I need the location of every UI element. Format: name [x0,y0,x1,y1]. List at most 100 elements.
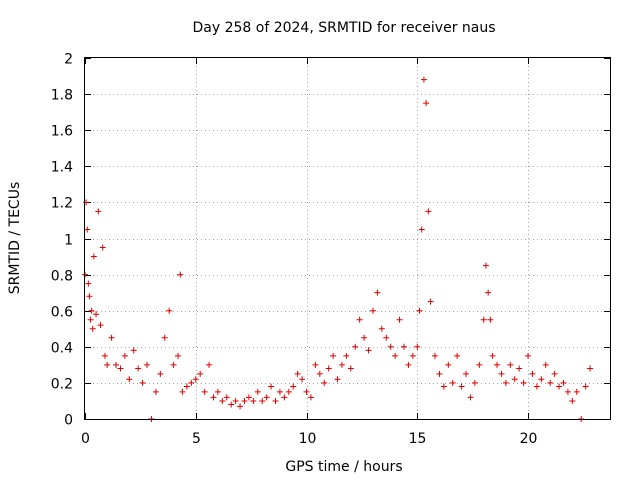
data-point [361,334,368,341]
data-point [272,397,279,404]
x-tick-label: 20 [520,431,538,447]
data-point [582,383,589,390]
data-point [268,383,275,390]
data-point [489,352,496,359]
data-point [440,383,447,390]
data-point [294,370,301,377]
y-axis-label: SRMTID / TECUs [7,182,23,295]
data-point [476,361,483,368]
data-point [454,352,461,359]
data-point [485,289,492,296]
y-tick-label: 2 [64,52,73,68]
data-point [104,361,111,368]
x-tick-label: 5 [192,431,201,447]
data-point [420,76,427,83]
data-point [250,397,257,404]
data-point [334,376,341,383]
data-point [85,280,92,287]
data-point [223,394,230,401]
x-tick-label: 15 [409,431,427,447]
y-tick-label: 0.2 [51,377,73,393]
data-point [117,365,124,372]
data-point [396,316,403,323]
data-point [281,394,288,401]
y-tick-label: 0.8 [51,269,73,285]
data-point [99,244,106,251]
data-point [325,365,332,372]
data-point [285,388,292,395]
data-point [299,376,306,383]
data-point [93,311,100,318]
data-point [511,376,518,383]
data-point [206,361,213,368]
y-tick-label: 0 [64,413,73,429]
data-point [101,352,108,359]
data-point [516,365,523,372]
data-point [556,383,563,390]
data-point [432,352,438,359]
data-point [86,293,93,300]
data-point [166,307,173,314]
data-point [587,365,594,372]
x-tick-label: 10 [299,431,317,447]
grid [85,58,610,419]
data-point [157,370,164,377]
data-point [525,352,532,359]
data-point [467,394,474,401]
data-point [551,370,558,377]
data-point [378,325,385,332]
data-point [170,361,177,368]
data-point [177,271,184,278]
data-point [197,370,204,377]
y-tick-label: 1.2 [51,196,73,212]
data-point [392,352,399,359]
data-point [152,388,159,395]
axis-ticks [85,58,610,420]
chart-title: Day 258 of 2024, SRMTID for receiver nau… [192,20,495,36]
data-point [338,361,345,368]
data-point [482,262,489,269]
data-point [533,383,540,390]
data-point [307,394,314,401]
data-point [365,347,372,354]
data-point [436,370,443,377]
data-point [374,289,381,296]
data-point [498,370,505,377]
x-axis-label: GPS time / hours [285,459,402,475]
data-point [414,343,421,350]
data-point [192,376,199,383]
data-point [321,379,328,386]
data-point [144,361,151,368]
data-point [547,379,554,386]
data-point [259,397,266,404]
data-point [383,334,390,341]
data-point [290,383,297,390]
data-point [263,394,270,401]
y-tick-labels: 0 0.2 0.4 0.6 0.8 1 1.2 1.4 1.6 1.8 2 [51,52,73,429]
data-point [95,208,102,215]
data-point [237,403,244,410]
data-point [126,376,133,383]
data-point [529,370,536,377]
data-point [494,361,501,368]
data-point [245,394,252,401]
data-point [232,397,239,404]
y-tick-label: 0.4 [51,341,73,357]
y-tick-label: 1 [64,233,73,249]
data-point [108,334,115,341]
data-point [347,365,354,372]
data-point [161,334,168,341]
data-point [538,376,545,383]
data-point [228,401,235,408]
data-point [520,379,527,386]
data-point [210,394,217,401]
data-point [387,343,394,350]
data-point [179,388,186,395]
data-point [458,383,465,390]
data-point [425,208,432,215]
data-point [175,352,182,359]
data-point [418,226,425,233]
data-point [573,388,580,395]
data-point [254,388,261,395]
